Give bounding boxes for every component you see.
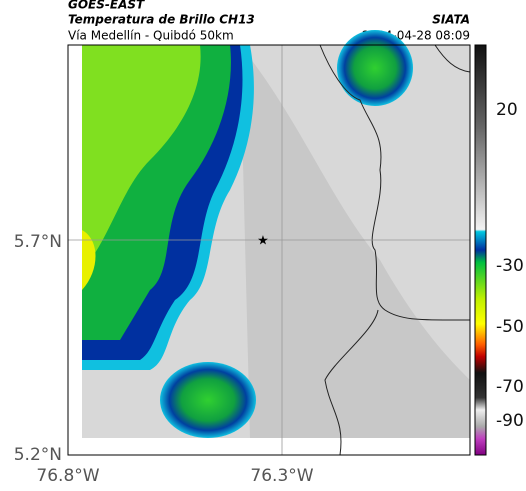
- colorbar-tick: -90: [496, 411, 524, 431]
- marker: ★: [257, 234, 269, 249]
- axes: 5.7°N 5.2°N 76.8°W 76.3°W: [14, 232, 314, 486]
- map-area: ★: [67, 30, 471, 456]
- colorbar-tick: -50: [496, 317, 524, 337]
- source: SIATA: [432, 13, 470, 27]
- colorbar-tick: -30: [496, 256, 524, 276]
- subtitle: Temperatura de Brillo CH13: [68, 13, 255, 27]
- lat-label: 5.2°N: [14, 445, 62, 465]
- title: GOES-EAST: [68, 0, 145, 12]
- colorbar-tick: 20: [496, 100, 518, 120]
- colorbar: 20 -30 -50 -70 -90: [474, 44, 524, 456]
- lat-label: 5.7°N: [14, 232, 62, 252]
- lon-label: 76.8°W: [36, 466, 99, 486]
- lon-label: 76.3°W: [250, 466, 313, 486]
- colorbar-tick: -70: [496, 377, 524, 397]
- route: Vía Medellín - Quibdó 50km: [68, 29, 234, 43]
- header: GOES-EAST Temperatura de Brillo CH13 Vía…: [68, 0, 470, 43]
